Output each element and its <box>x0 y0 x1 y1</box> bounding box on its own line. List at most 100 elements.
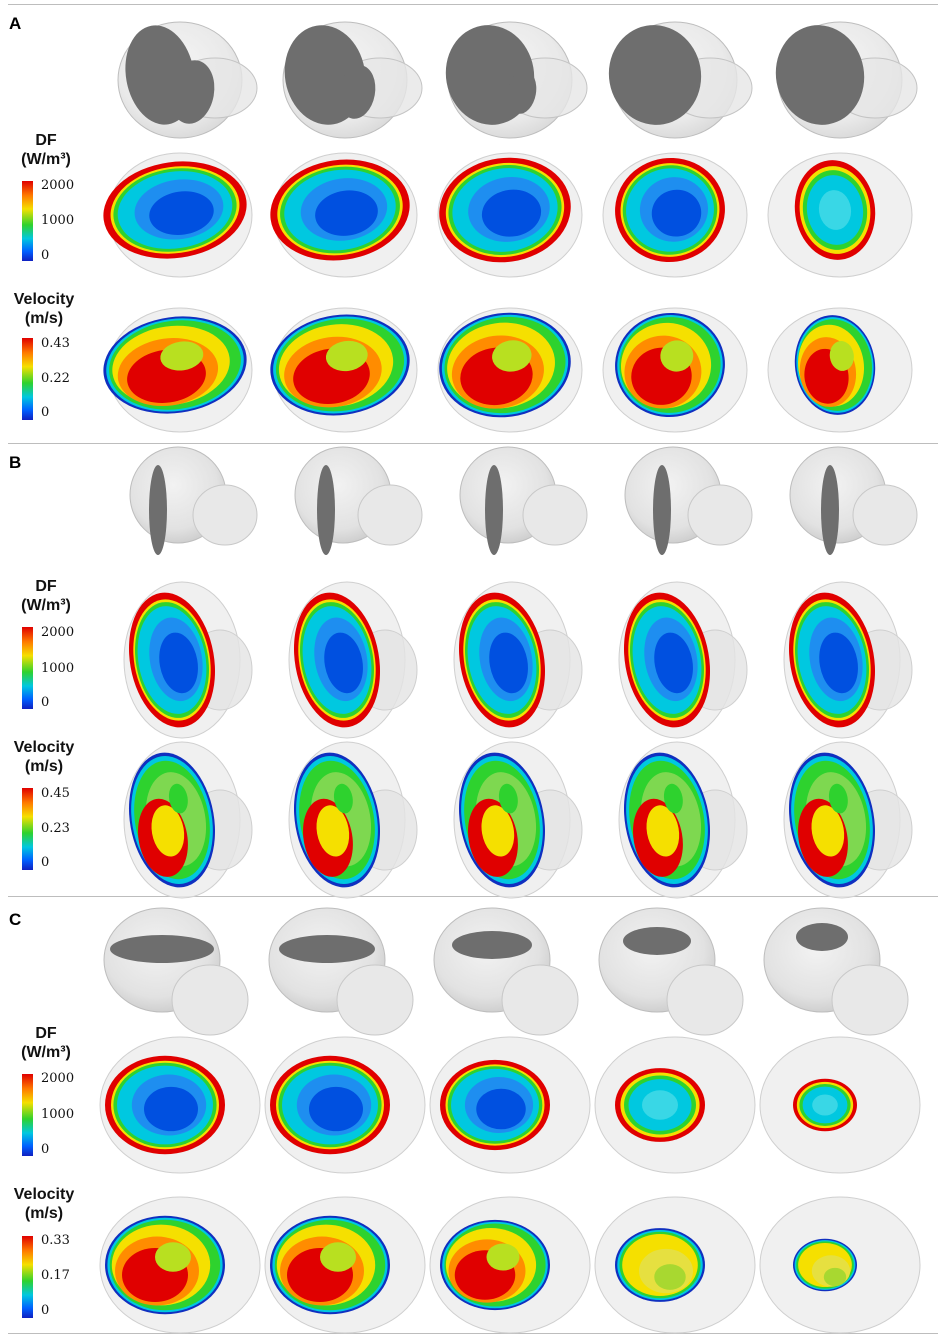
velocity-map-b-4-band-5 <box>646 805 680 857</box>
model-vessel-c-1 <box>171 964 249 1036</box>
df-tick-min-b: 0 <box>41 695 50 710</box>
df-map-b-4-band-5 <box>654 632 693 694</box>
velocity-tick-max-b: 0.45 <box>41 786 70 801</box>
velocity-map-a-4-band-6 <box>660 340 694 372</box>
velocity-tick-mid-a: 0.22 <box>41 371 70 386</box>
df-map-b-1 <box>128 592 216 728</box>
df-map-a-4 <box>615 157 725 263</box>
velocity-map-b-1-band-5 <box>151 805 185 857</box>
df-map-a-2 <box>270 159 410 261</box>
df-map-b-5-band-5 <box>819 632 858 694</box>
model-vessel-b-1 <box>192 484 258 546</box>
df-map-c-4-band-4 <box>642 1090 678 1120</box>
df-map-c-1-band-5 <box>144 1086 198 1132</box>
velocity-tick-mid-b: 0.23 <box>41 821 70 836</box>
model-vessel-b-2 <box>357 484 423 546</box>
velocity-map-b-2-band-6 <box>333 783 353 814</box>
velocity-map-c-1-band-6 <box>155 1242 191 1272</box>
velocity-map-b-2 <box>293 752 381 888</box>
velocity-map-a-3 <box>439 312 571 418</box>
model-slice-b-3 <box>485 465 503 555</box>
velocity-map-c-5-band-5 <box>823 1267 847 1287</box>
model-slice-b-5 <box>821 465 839 555</box>
model-slice-c-4 <box>623 927 691 955</box>
model-vessel-c-2 <box>336 964 414 1036</box>
velocity-map-b-5-band-6 <box>828 783 848 814</box>
velocity-map-c-4 <box>615 1228 705 1302</box>
velocity-tick-min-c: 0 <box>41 1303 50 1318</box>
model-slice-c-2 <box>279 935 375 963</box>
df-map-c-4 <box>615 1068 705 1142</box>
model-slice-b-2 <box>317 465 335 555</box>
velocity-map-a-2-band-6 <box>325 340 368 372</box>
df-map-b-5 <box>788 592 876 728</box>
df-tick-min-c: 0 <box>41 1142 50 1157</box>
df-map-c-2-band-5 <box>309 1086 363 1132</box>
velocity-map-b-1 <box>128 752 216 888</box>
velocity-map-a-4 <box>615 312 725 418</box>
velocity-map-a-2 <box>270 314 410 416</box>
df-tick-max-c: 2000 <box>41 1071 75 1086</box>
top-rule <box>8 4 938 5</box>
velocity-map-b-5-band-5 <box>811 805 845 857</box>
velocity-colorbar-c <box>22 1236 33 1318</box>
df-map-b-3 <box>458 592 546 728</box>
velocity-map-c-1 <box>105 1215 225 1315</box>
df-map-a-4-band-5 <box>651 189 702 237</box>
df-map-b-3-band-5 <box>489 632 528 694</box>
model-vessel-c-5 <box>831 964 909 1036</box>
df-map-b-2 <box>293 592 381 728</box>
velocity-map-b-2-band-5 <box>316 805 350 857</box>
bottom-rule <box>8 1333 938 1334</box>
df-tick-mid-b: 1000 <box>41 661 75 676</box>
model-slice-c-3 <box>452 931 532 959</box>
model-slice-c-1 <box>110 935 214 963</box>
velocity-map-c-3-band-6 <box>486 1243 520 1271</box>
velocity-legend-title-b: Velocity (m/s) <box>13 739 75 775</box>
df-colorbar-a <box>22 181 33 261</box>
separator-b-c <box>8 896 938 897</box>
df-map-c-1 <box>105 1055 225 1155</box>
df-colorbar-c <box>22 1074 33 1156</box>
velocity-map-a-3-band-6 <box>492 340 532 372</box>
velocity-tick-max-c: 0.33 <box>41 1233 70 1248</box>
velocity-tick-min-b: 0 <box>41 855 50 870</box>
velocity-map-c-2-band-6 <box>320 1242 356 1272</box>
model-slice-a-5 <box>775 25 865 125</box>
velocity-map-c-3 <box>440 1219 550 1311</box>
model-vessel-c-4 <box>666 964 744 1036</box>
panel-label-b: B <box>9 453 22 472</box>
model-slice-lobe-a-2 <box>338 65 376 119</box>
model-slice-b-4 <box>653 465 671 555</box>
df-map-a-3-band-5 <box>481 189 542 237</box>
velocity-colorbar-a <box>22 338 33 420</box>
df-tick-min-a: 0 <box>41 248 50 263</box>
df-map-a-5 <box>794 160 876 260</box>
panel-label-c: C <box>9 910 22 929</box>
velocity-legend-title-c: Velocity (m/s) <box>13 1186 75 1222</box>
model-slice-b-1 <box>149 465 167 555</box>
df-map-a-3 <box>439 157 571 263</box>
model-vessel-b-3 <box>522 484 588 546</box>
df-legend-title-a: DF (W/m³) <box>21 132 71 168</box>
model-vessel-b-4 <box>687 484 753 546</box>
velocity-map-b-5 <box>788 752 876 888</box>
velocity-tick-min-a: 0 <box>41 405 50 420</box>
df-map-c-5-band-4 <box>812 1094 838 1116</box>
df-map-b-1-band-5 <box>159 632 198 694</box>
velocity-map-a-1 <box>103 316 247 414</box>
velocity-map-b-3-band-6 <box>498 783 518 814</box>
df-tick-max-a: 2000 <box>41 178 75 193</box>
velocity-map-a-5-band-6 <box>829 341 854 371</box>
df-tick-max-b: 2000 <box>41 625 75 640</box>
df-legend-title-c: DF (W/m³) <box>21 1025 71 1061</box>
velocity-map-a-1-band-6 <box>160 341 204 371</box>
velocity-tick-mid-c: 0.17 <box>41 1268 70 1283</box>
velocity-map-a-5 <box>794 315 876 415</box>
velocity-colorbar-b <box>22 788 33 870</box>
panel-label-a: A <box>9 14 22 33</box>
df-colorbar-b <box>22 627 33 709</box>
velocity-map-c-4-band-5 <box>654 1264 686 1290</box>
df-map-a-1 <box>103 161 247 259</box>
velocity-map-b-3-band-5 <box>481 805 515 857</box>
